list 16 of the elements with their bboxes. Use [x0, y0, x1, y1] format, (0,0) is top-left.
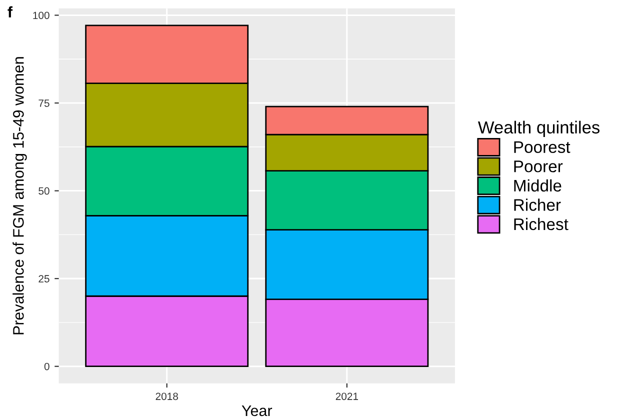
y-tick-label: 100: [33, 12, 50, 20]
x-tick-label: 2021: [336, 392, 358, 400]
y-tick-label: 50: [38, 187, 50, 195]
legend-title: Wealth quintiles: [478, 120, 600, 137]
y-tick-label: 0: [44, 362, 50, 370]
legend-label: Richest: [514, 218, 568, 230]
legend-label: Richer: [514, 198, 561, 211]
legend-label: Middle: [514, 179, 562, 192]
y-tick-label: 25: [38, 275, 50, 282]
legend-label: Poorer: [514, 160, 563, 172]
x-axis-title: Year: [242, 405, 272, 416]
y-tick-label: 75: [38, 100, 50, 107]
text: f: [8, 6, 13, 18]
x-tick-label: 2018: [156, 392, 178, 400]
y-axis-title: Prevalence of FGM among 15-49 women: [12, 57, 27, 334]
legend-label: Poorest: [514, 141, 570, 153]
